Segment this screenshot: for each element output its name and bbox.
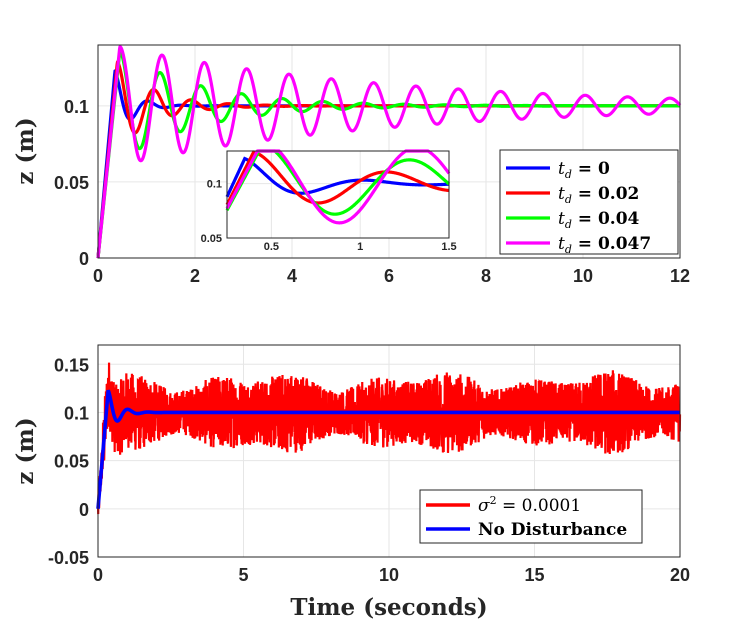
bottom-xtick-label: 20	[670, 565, 690, 585]
bottom-xtick-label: 0	[93, 565, 103, 585]
top-ytick-label: 0.1	[64, 97, 89, 117]
top-ytick-label: 0	[79, 249, 89, 269]
top-xtick-label: 0	[93, 266, 103, 286]
bottom-legend-label-0: σ2 = 0.0001	[478, 494, 581, 516]
inset-xtick-label: 1	[357, 241, 363, 253]
top-xtick-label: 6	[384, 266, 394, 286]
top-legend-label-1: td = 0.02	[558, 184, 639, 206]
inset-plot-frame	[226, 150, 450, 239]
top-xtick-label: 12	[670, 266, 690, 286]
inset-xtick-label: 0.5	[264, 241, 279, 253]
inset-series-line-0	[225, 156, 450, 198]
bottom-xtick-label: 10	[379, 565, 399, 585]
bottom-ylabel: z (m)	[12, 417, 39, 484]
bottom-series-line-0	[96, 362, 682, 515]
top-legend-label-2: td = 0.04	[558, 209, 640, 231]
bottom-xtick-label: 15	[524, 565, 544, 585]
inset-ticks: 0.5 1 1.5 0.05 0.1	[201, 179, 457, 253]
bottom-ytick-label: 0.05	[54, 452, 89, 472]
inset-series-line-1	[225, 150, 450, 206]
top-series-line-3	[96, 45, 682, 259]
bottom-xtick-label: 5	[238, 565, 248, 585]
top-xtick-label: 2	[190, 266, 200, 286]
bottom-ytick-label: 0.1	[64, 403, 89, 423]
top-lines	[96, 45, 682, 259]
inset-plot: 0.5 1 1.5 0.05 0.1	[201, 149, 457, 253]
inset-xtick-label: 1.5	[441, 241, 456, 253]
bottom-legend-box	[419, 489, 643, 544]
bottom-ytick-label: 0.15	[54, 355, 89, 375]
top-ytick-label: 0.05	[54, 173, 89, 193]
top-legend-label-3: td = 0.047	[558, 234, 651, 256]
bottom-legend-label-1: No Disturbance	[478, 520, 627, 540]
bottom-series-line-1	[96, 389, 680, 509]
inset-ytick-label: 0.05	[201, 233, 222, 245]
top-ticks: 0 2 4 6 8 10 12 0 0.05 0.1	[54, 97, 690, 286]
top-xtick-label: 8	[481, 266, 491, 286]
bottom-xlabel: Time (seconds)	[290, 594, 487, 621]
top-xtick-label: 4	[287, 266, 297, 286]
bottom-ytick-label: -0.05	[48, 548, 89, 568]
top-plot-frame	[97, 44, 681, 259]
inset-ytick-label: 0.1	[207, 179, 222, 191]
bottom-lines	[96, 362, 682, 515]
bottom-plot-frame	[97, 344, 681, 558]
top-plot: 0 2 4 6 8 10 12 0 0.05 0.1 z (m) 0.5 1 1.5 0.05 0.1 t…	[12, 44, 690, 286]
top-legend: td = 0 td = 0.02 td = 0.04 td = 0.047	[499, 149, 679, 256]
bottom-ytick-label: 0	[79, 500, 89, 520]
top-legend-label-0: td = 0	[558, 159, 610, 181]
top-ylabel: z (m)	[12, 117, 39, 184]
top-xtick-label: 10	[573, 266, 593, 286]
bottom-legend: σ2 = 0.0001 No Disturbance	[419, 489, 643, 544]
